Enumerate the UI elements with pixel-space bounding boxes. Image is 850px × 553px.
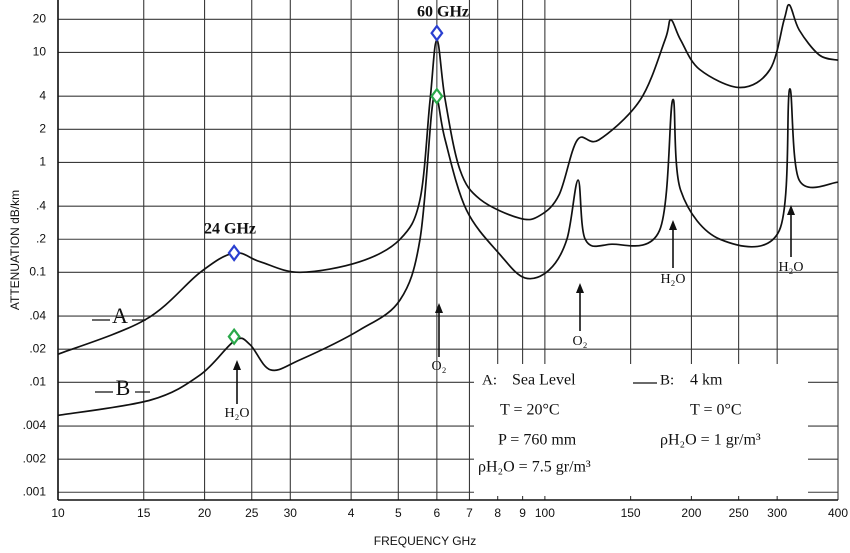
x-tick-label: 200: [681, 506, 701, 520]
annotation: O₂: [573, 334, 588, 349]
annotation-arrowhead: [787, 205, 795, 215]
conditions-line: Sea Level: [512, 372, 576, 389]
y-tick-label: .002: [23, 451, 47, 465]
annotation-arrowhead: [669, 220, 677, 230]
conditions-line: ρH₂O = 1 gr/m³: [660, 432, 761, 449]
annotation-arrowhead: [576, 283, 584, 293]
x-tick-label: 7: [466, 506, 473, 520]
annotation: O₂: [432, 359, 447, 374]
x-tick-label: 20: [198, 506, 212, 520]
conditions-label: A:: [482, 372, 497, 388]
y-tick-label: .02: [29, 341, 46, 355]
conditions-box: [474, 364, 808, 496]
peak-marker: [430, 24, 444, 42]
x-tick-label: 9: [519, 506, 526, 520]
x-tick-label: 6: [434, 506, 441, 520]
y-tick-label: .2: [36, 231, 46, 245]
x-tick-label: 100: [535, 506, 555, 520]
annotation: H₂O: [660, 272, 685, 287]
peak-marker: [227, 327, 241, 346]
x-tick-label: 4: [348, 506, 355, 520]
y-tick-label: .01: [29, 374, 46, 388]
x-tick-label: 300: [767, 506, 787, 520]
x-tick-label: 15: [137, 506, 151, 520]
y-tick-label: 0.1: [29, 265, 46, 279]
y-axis-title: ATTENUATION dB/km: [8, 190, 22, 310]
series-line: [57, 88, 839, 417]
x-tick-label: 250: [729, 506, 749, 520]
conditions-line: ρH₂O = 7.5 gr/m³: [478, 459, 591, 476]
y-tick-label: 20: [33, 12, 47, 26]
annotation-arrowhead: [233, 360, 241, 370]
annotation: H₂O: [224, 406, 249, 421]
conditions-line: 4 km: [690, 372, 723, 389]
y-tick-label: 2: [39, 121, 46, 135]
conditions-line: T = 0°C: [690, 402, 742, 419]
x-axis-title: FREQUENCY GHz: [374, 534, 476, 548]
series-line: [57, 3, 839, 355]
y-tick-label: 10: [33, 45, 47, 59]
conditions-line: P = 760 mm: [498, 432, 577, 449]
annotation: H₂O: [778, 260, 803, 275]
y-tick-label: 4: [39, 88, 46, 102]
curve-label: B: [116, 375, 131, 400]
annotation: 24 GHz: [204, 221, 256, 238]
x-tick-label: 400: [828, 506, 848, 520]
y-tick-label: .004: [23, 418, 47, 432]
x-tick-label: 5: [395, 506, 402, 520]
y-tick-label: 1: [39, 155, 46, 169]
curve-label: A: [112, 303, 128, 328]
x-tick-label: 8: [494, 506, 501, 520]
y-tick-label: .001: [23, 484, 47, 498]
conditions-label: B:: [660, 372, 674, 388]
x-tick-label: 150: [621, 506, 641, 520]
y-tick-label: .4: [36, 198, 46, 212]
x-tick-label: 25: [245, 506, 259, 520]
x-tick-label: 10: [51, 506, 65, 520]
annotation: 60 GHz: [417, 4, 469, 21]
conditions-line: T = 20°C: [500, 402, 560, 419]
annotation-arrowhead: [435, 303, 443, 313]
x-tick-label: 30: [284, 506, 298, 520]
peak-marker: [227, 244, 241, 262]
peak-marker: [430, 87, 444, 106]
y-tick-label: .04: [29, 308, 46, 322]
